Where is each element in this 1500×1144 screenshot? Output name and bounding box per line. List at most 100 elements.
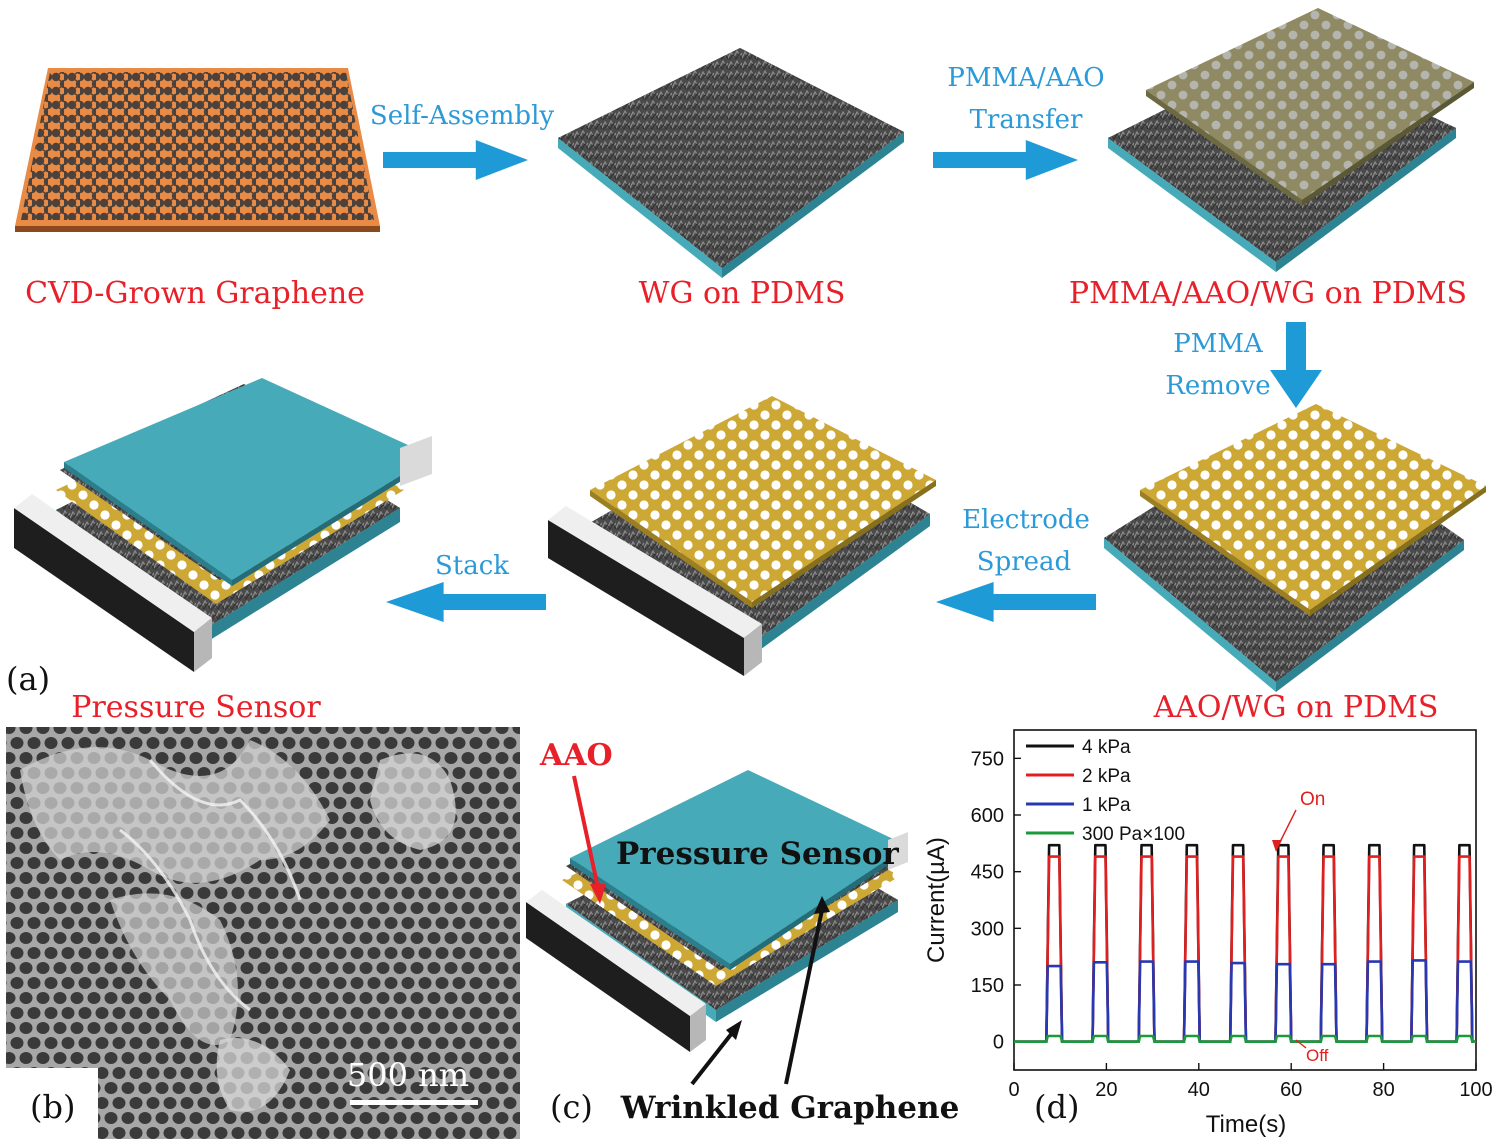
- y-tick-label: 450: [971, 862, 1004, 884]
- stage-aao-wg-on-pdms: [1104, 404, 1486, 692]
- label-pmma-aao-wg: PMMA/AAO/WG on PDMS: [1069, 276, 1467, 311]
- panel-d-letter: (d): [1034, 1088, 1079, 1126]
- graphene-flake-4: [216, 1038, 290, 1112]
- arrow-stack: [386, 582, 546, 622]
- label-electrode-line2: Spread: [977, 547, 1071, 577]
- chart-y-axis-title: Current(µA): [923, 837, 950, 963]
- panel-c-sensor-diagram: [526, 770, 908, 1052]
- graphene-pointer-arrows: [690, 896, 830, 1086]
- side-electrode-bar: [14, 508, 194, 672]
- annotation-on-label: On: [1300, 789, 1325, 810]
- legend-label: 2 kPa: [1082, 766, 1131, 787]
- x-tick-label: 0: [1008, 1079, 1019, 1101]
- top-pdms-cover: [64, 378, 432, 580]
- wrinkled-graphene-label: Wrinkled Graphene: [620, 1090, 960, 1126]
- label-remove-line2: Remove: [1165, 371, 1270, 401]
- side-electrode-bar: [548, 520, 744, 676]
- pdms-substrate-right: [722, 132, 904, 278]
- label-transfer-line2: Transfer: [970, 105, 1083, 135]
- pdms-substrate-right: [1276, 128, 1456, 272]
- side-electrode-top: [14, 494, 212, 632]
- side-electrode-top: [526, 890, 706, 1016]
- y-tick-label: 0: [993, 1032, 1004, 1054]
- graphene-flake-3: [110, 893, 238, 1045]
- panel-a-letter: (a): [6, 660, 50, 698]
- x-tick-label: 40: [1188, 1079, 1210, 1101]
- label-aao-wg-on-pdms: AAO/WG on PDMS: [1153, 690, 1439, 725]
- legend-label: 300 Pa×100: [1082, 824, 1185, 845]
- panel-b-label-box: [6, 1068, 98, 1140]
- top-pdms-cover: [570, 770, 908, 964]
- series-line: [1014, 959, 1476, 1043]
- y-tick-label: 300: [971, 918, 1004, 940]
- label-cvd-graphene: CVD-Grown Graphene: [25, 276, 365, 311]
- graphene-flake-1: [20, 740, 330, 883]
- pdms-substrate-right: [210, 508, 400, 640]
- arrow-pmma-remove: [1270, 322, 1322, 408]
- label-remove-line1: PMMA: [1173, 329, 1264, 359]
- y-tick-label: 750: [971, 748, 1004, 770]
- scale-bar: [350, 1100, 478, 1105]
- arrow-self-assembly: [383, 140, 528, 180]
- y-tick-label: 150: [971, 975, 1004, 997]
- panel-b-letter: (b): [30, 1088, 75, 1126]
- label-transfer-line1: PMMA/AAO: [947, 63, 1104, 93]
- chart-legend: 4 kPa 2 kPa 1 kPa 300 Pa×100: [1026, 737, 1185, 845]
- chart-x-axis-title: Time(s): [1206, 1111, 1286, 1138]
- aao-electrode-membrane: [1140, 404, 1486, 610]
- side-electrode-top: [548, 506, 762, 638]
- arrow-electrode-spread: [936, 582, 1096, 622]
- chart-series-group: [1014, 843, 1476, 1043]
- pdms-substrate-right: [1276, 540, 1464, 692]
- step-pmma-remove: PMMA Remove: [1165, 322, 1322, 408]
- label-wg-on-pdms: WG on PDMS: [639, 276, 846, 311]
- aao-label: AAO: [539, 738, 613, 773]
- panel-c-sensor-label: Pressure Sensor: [616, 836, 899, 872]
- label-stack: Stack: [435, 551, 509, 581]
- graphene-lattice: [21, 72, 374, 220]
- series-line: [1014, 1034, 1476, 1043]
- side-electrode-bar: [526, 902, 690, 1052]
- scale-bar-label: 500 nm: [347, 1056, 469, 1094]
- step-self-assembly: Self-Assembly: [370, 101, 554, 180]
- stage-electrode-on-device: [548, 396, 936, 676]
- top-electrode-bar: [400, 436, 432, 486]
- x-tick-label: 60: [1280, 1079, 1302, 1101]
- panel-c-letter: (c): [550, 1088, 593, 1126]
- stage-pressure-sensor: [14, 378, 432, 672]
- label-pressure-sensor: Pressure Sensor: [71, 690, 321, 725]
- pdms-substrate-left: [558, 138, 722, 278]
- label-self-assembly: Self-Assembly: [370, 101, 554, 131]
- stage-pmma-aao-wg: [1108, 8, 1474, 272]
- aao-electrode-membrane: [590, 396, 936, 602]
- pmma-aao-membrane: [1146, 8, 1474, 200]
- pdms-substrate-left: [1104, 538, 1276, 692]
- annotation-off-label: Off: [1306, 1046, 1329, 1065]
- step-pmma-aao-transfer: PMMA/AAO Transfer: [933, 63, 1105, 180]
- x-tick-label: 80: [1372, 1079, 1394, 1101]
- stage-cvd-graphene: [15, 68, 380, 232]
- top-electrode-bar: [888, 832, 908, 870]
- graphene-flake-2: [370, 753, 456, 850]
- copper-foil-edge: [15, 226, 380, 232]
- step-electrode-spread: Electrode Spread: [936, 505, 1096, 622]
- annotation-off: Off: [1295, 1039, 1329, 1065]
- x-tick-label: 20: [1095, 1079, 1117, 1101]
- step-stack: Stack: [386, 551, 546, 622]
- annotation-on: On: [1272, 789, 1325, 852]
- stage-wg-on-pdms: [558, 48, 904, 278]
- pdms-substrate-left: [1108, 138, 1276, 272]
- chart-plot-frame: [1013, 729, 1477, 1071]
- label-electrode-line1: Electrode: [962, 505, 1090, 535]
- panel-d-current-chart: 0 20 40 60 80 100 0 150 300 450 600 750 4 kPa 2 kPa 1…: [923, 729, 1493, 1138]
- legend-label: 4 kPa: [1082, 737, 1131, 758]
- aao-pointer-arrow: [572, 775, 606, 904]
- legend-label: 1 kPa: [1082, 795, 1131, 816]
- x-tick-label: 100: [1459, 1079, 1492, 1101]
- arrow-transfer: [933, 140, 1078, 180]
- y-tick-label: 600: [971, 805, 1004, 827]
- chart-axes: 0 20 40 60 80 100 0 150 300 450 600 750: [971, 748, 1493, 1101]
- panel-b-sem-image: 500 nm: [6, 727, 520, 1140]
